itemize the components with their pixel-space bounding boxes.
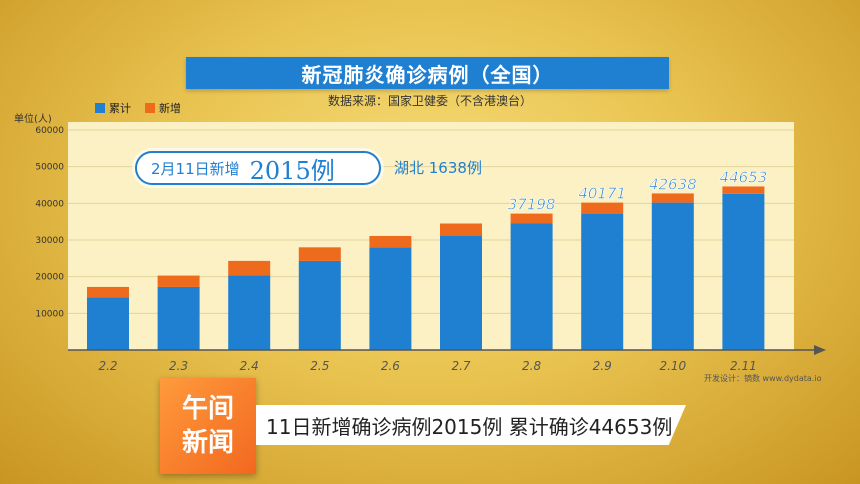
bar-new (440, 223, 482, 236)
x-axis-arrow (814, 345, 826, 355)
chart-subtitle: 数据来源：国家卫健委（不含港澳台） (327, 94, 532, 108)
callout-box: 2月11日新增 2015例 (135, 151, 381, 185)
bar-cumulative (581, 213, 624, 350)
bar-cumulative (510, 223, 553, 350)
y-tick-label: 60000 (35, 126, 64, 136)
data-labels: 37198 40171 42638 44653 (507, 168, 768, 214)
x-tick-label: 2.10 (659, 359, 686, 373)
legend-label-new: 新增 (159, 102, 181, 115)
bar-cumulative (87, 297, 129, 350)
y-axis-unit: 单位(人) (14, 114, 52, 125)
x-tick-label: 2.2 (98, 359, 117, 373)
bar-new (228, 260, 271, 276)
y-tick-label: 20000 (35, 273, 64, 283)
y-tick-label: 30000 (35, 236, 64, 246)
legend-item-cumulative: 累计 (95, 100, 131, 116)
data-label: 40171 (578, 185, 626, 203)
bar-cumulative (722, 193, 765, 350)
chart-title: 新冠肺炎确诊病例（全国） (186, 57, 669, 89)
bar-new (157, 275, 200, 287)
bar-cumulative (298, 260, 341, 350)
legend-item-new: 新增 (145, 100, 181, 116)
legend: 累计 新增 (95, 100, 181, 116)
x-tick-label: 2.7 (451, 359, 470, 373)
bar-new (510, 213, 553, 224)
x-tick-label: 2.9 (593, 359, 612, 373)
x-tick-label: 2.6 (381, 359, 400, 373)
data-label: 37198 (508, 196, 556, 214)
y-tick-label: 50000 (35, 163, 64, 173)
y-tick-label: 40000 (35, 199, 64, 209)
bar-new (369, 235, 412, 248)
bar-new (722, 186, 765, 194)
logo-line-1: 午间 (181, 394, 234, 424)
x-axis-ticks: 2.2 2.3 2.4 2.5 2.6 2.7 2.8 2.9 2.10 2.11 (98, 359, 756, 373)
callout-prefix: 2月11日新增 (151, 159, 240, 178)
bar-cumulative (369, 247, 412, 350)
hubei-note: 湖北 1638例 (394, 159, 482, 177)
logo-line-2: 新闻 (181, 428, 234, 458)
news-logo: 午间 新闻 (160, 378, 256, 474)
y-axis-ticks: 10000 20000 30000 40000 50000 60000 (35, 126, 64, 319)
data-label: 44653 (720, 168, 768, 186)
bar-new (87, 286, 129, 298)
y-tick-label: 10000 (35, 309, 64, 319)
bar-new (651, 193, 694, 203)
bars (87, 186, 765, 350)
legend-label-cumulative: 累计 (109, 102, 131, 115)
x-tick-label: 2.3 (169, 359, 188, 373)
bar-cumulative (440, 235, 482, 350)
x-tick-label: 2.8 (522, 359, 541, 373)
callout-value: 2015例 (249, 156, 335, 185)
bar-new (298, 247, 341, 261)
bar-cumulative (228, 275, 271, 350)
x-tick-label: 2.4 (240, 359, 259, 373)
bar-cumulative (157, 286, 200, 350)
legend-swatch-new (145, 103, 155, 113)
x-tick-label: 2.11 (730, 359, 757, 373)
data-label: 42638 (649, 175, 697, 193)
legend-swatch-cumulative (95, 103, 105, 113)
news-ticker: 11日新增确诊病例2015例 累计确诊44653例 (256, 405, 686, 445)
bar-new (581, 202, 624, 214)
x-tick-label: 2.5 (310, 359, 329, 373)
credit-text: 开发设计：镝数 www.dydata.io (704, 374, 822, 383)
bar-cumulative (651, 202, 694, 350)
